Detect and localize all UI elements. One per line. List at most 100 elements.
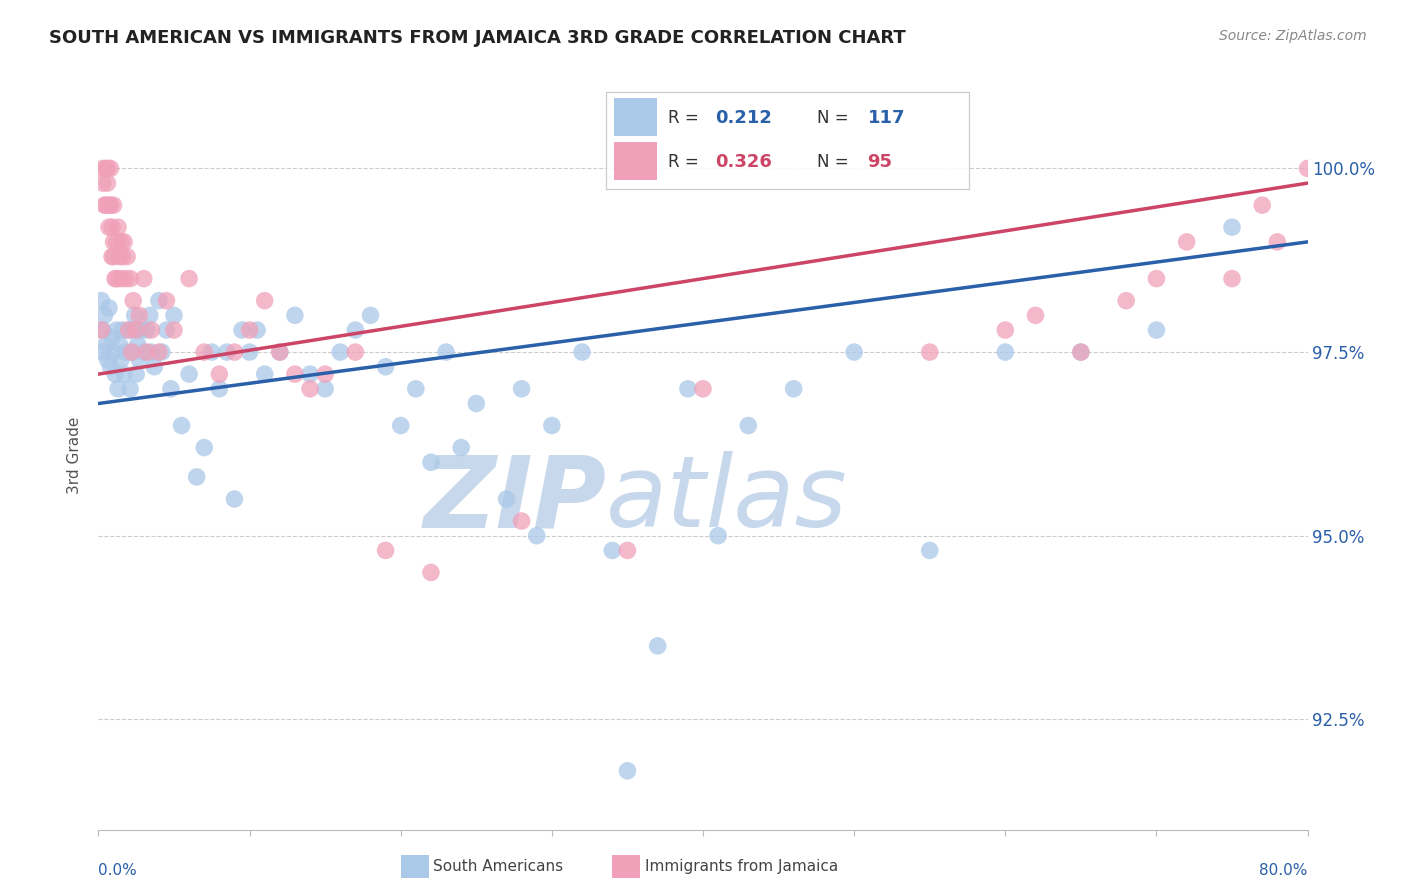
Point	[179, 271, 201, 285]
Point	[1070, 345, 1092, 359]
Point	[100, 359, 122, 374]
Point	[918, 543, 941, 558]
Point	[148, 293, 170, 308]
Point	[91, 161, 114, 176]
Point	[111, 250, 134, 264]
Point	[110, 271, 132, 285]
Point	[101, 330, 124, 344]
Point	[128, 352, 150, 367]
Point	[96, 176, 118, 190]
Point	[103, 235, 125, 249]
Point	[1251, 198, 1274, 212]
Point	[141, 345, 163, 359]
Y-axis label: 3rd Grade: 3rd Grade	[67, 417, 83, 493]
Point	[124, 309, 146, 323]
Point	[994, 345, 1017, 359]
Point	[374, 543, 396, 558]
Point	[374, 359, 396, 374]
Point	[1220, 271, 1243, 285]
Point	[121, 345, 143, 359]
Point	[160, 382, 183, 396]
Point	[360, 309, 382, 323]
Point	[101, 250, 124, 264]
Point	[253, 293, 276, 308]
Point	[148, 345, 170, 359]
Point	[98, 301, 121, 315]
Point	[389, 418, 412, 433]
Point	[107, 382, 129, 396]
Point	[90, 323, 112, 337]
Point	[135, 345, 157, 359]
Point	[90, 293, 112, 308]
Point	[163, 323, 186, 337]
Point	[231, 323, 253, 337]
Point	[239, 345, 262, 359]
Point	[107, 220, 129, 235]
Point	[844, 345, 866, 359]
Point	[93, 198, 115, 212]
Point	[127, 337, 149, 351]
Point	[139, 309, 162, 323]
Point	[129, 323, 152, 337]
Text: South Americans: South Americans	[433, 859, 564, 873]
Point	[112, 235, 135, 249]
Point	[105, 323, 128, 337]
Point	[91, 176, 114, 190]
Point	[110, 235, 132, 249]
Point	[143, 359, 166, 374]
Point	[224, 345, 246, 359]
Text: Immigrants from Jamaica: Immigrants from Jamaica	[645, 859, 838, 873]
Point	[1146, 323, 1168, 337]
Point	[93, 309, 115, 323]
Point	[112, 367, 135, 381]
Point	[246, 323, 269, 337]
Point	[104, 271, 127, 285]
Point	[179, 367, 201, 381]
Point	[647, 639, 669, 653]
Point	[284, 309, 307, 323]
Text: ZIP: ZIP	[423, 451, 606, 549]
Point	[434, 345, 457, 359]
Point	[299, 367, 322, 381]
Point	[329, 345, 352, 359]
Point	[94, 337, 117, 351]
Point	[571, 345, 593, 359]
Point	[918, 345, 941, 359]
Point	[150, 345, 173, 359]
Point	[108, 250, 131, 264]
Point	[269, 345, 291, 359]
Point	[94, 161, 117, 176]
Point	[215, 345, 238, 359]
Point	[101, 220, 124, 235]
Point	[450, 441, 472, 455]
Text: Source: ZipAtlas.com: Source: ZipAtlas.com	[1219, 29, 1367, 44]
Point	[1115, 293, 1137, 308]
Point	[344, 323, 367, 337]
Point	[122, 323, 145, 337]
Point	[495, 491, 517, 506]
Point	[314, 367, 336, 381]
Point	[170, 418, 193, 433]
Point	[91, 345, 114, 359]
Point	[299, 382, 322, 396]
Point	[186, 470, 208, 484]
Text: SOUTH AMERICAN VS IMMIGRANTS FROM JAMAICA 3RD GRADE CORRELATION CHART: SOUTH AMERICAN VS IMMIGRANTS FROM JAMAIC…	[49, 29, 905, 47]
Point	[141, 323, 163, 337]
Point	[103, 345, 125, 359]
Point	[201, 345, 224, 359]
Point	[737, 418, 759, 433]
Point	[98, 198, 121, 212]
Point	[602, 543, 624, 558]
Text: 80.0%: 80.0%	[1260, 863, 1308, 878]
Point	[120, 382, 142, 396]
Point	[115, 250, 138, 264]
Point	[510, 514, 533, 528]
Point	[96, 161, 118, 176]
Point	[314, 382, 336, 396]
Point	[1146, 271, 1168, 285]
Point	[239, 323, 262, 337]
Point	[208, 382, 231, 396]
Point	[616, 764, 638, 778]
Point	[118, 323, 141, 337]
Point	[98, 220, 121, 235]
